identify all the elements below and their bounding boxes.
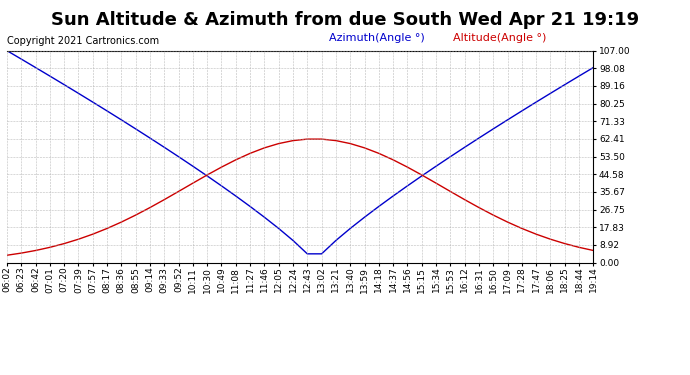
Text: Copyright 2021 Cartronics.com: Copyright 2021 Cartronics.com xyxy=(7,36,159,46)
Text: Altitude(Angle °): Altitude(Angle °) xyxy=(453,33,546,43)
Text: Sun Altitude & Azimuth from due South Wed Apr 21 19:19: Sun Altitude & Azimuth from due South We… xyxy=(51,11,639,29)
Text: Azimuth(Angle °): Azimuth(Angle °) xyxy=(330,33,425,43)
